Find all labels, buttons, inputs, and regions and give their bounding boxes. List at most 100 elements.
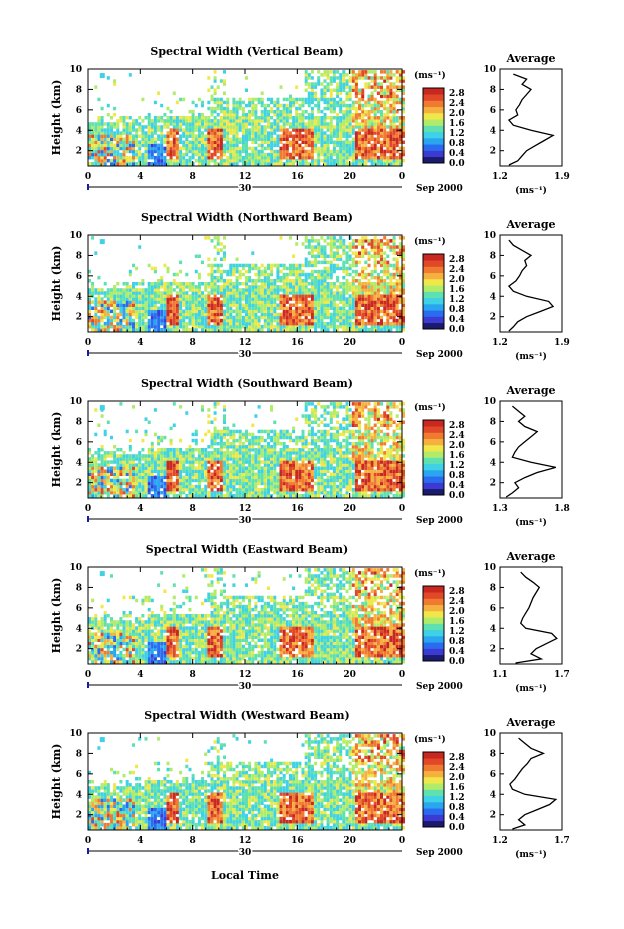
x-tick-label: 16 — [291, 338, 304, 348]
colorbar-tick-label: 2.8 — [449, 587, 465, 597]
x-tick-label: 20 — [343, 670, 356, 680]
profile-frame — [499, 68, 563, 167]
profile-unit: (ms⁻¹) — [515, 683, 547, 694]
day-label: 30 — [239, 516, 252, 526]
y-tick-label: 10 — [69, 397, 82, 407]
colorbar-frame — [422, 253, 445, 330]
x-tick-label: 4 — [137, 670, 143, 680]
colorbar-swatch — [423, 310, 444, 317]
colorbar-unit: (ms⁻¹) — [414, 402, 446, 413]
colorbar-swatch — [423, 438, 444, 446]
colorbar-tick-label: 2.8 — [449, 89, 465, 99]
colorbar-tick-label: 0.4 — [449, 647, 465, 657]
profile-title: Average — [505, 218, 555, 231]
colorbar-swatch — [423, 814, 444, 822]
colorbar-swatch — [423, 777, 444, 784]
y-tick-label: 6 — [76, 604, 82, 614]
y-axis-label: Height (km) — [50, 80, 63, 156]
profile-x-tick-label: 1.9 — [554, 172, 570, 182]
colorbar-swatch — [423, 636, 444, 643]
colorbar-swatch — [423, 316, 444, 324]
date-label: Sep 2000 — [416, 184, 463, 194]
echo-blob — [99, 571, 105, 577]
colorbar-tick-label: 1.6 — [449, 451, 465, 461]
profile-x-tick-label: 1.1 — [492, 670, 508, 680]
heatmap-cells — [88, 568, 405, 664]
x-tick-label: 0 — [85, 172, 91, 182]
y-tick-label: 6 — [76, 770, 82, 780]
panel-5: Spectral Width (Westward Beam) 2 4 6 8 10 Heig… — [50, 709, 570, 860]
colorbar-unit: (ms⁻¹) — [414, 568, 446, 579]
x-axis-label: Local Time — [211, 869, 279, 882]
profile-unit: (ms⁻¹) — [515, 849, 547, 860]
colorbar-tick-label: 2.0 — [449, 773, 465, 783]
profile-frame — [499, 234, 563, 333]
colorbar-tick-label: 2.8 — [449, 753, 465, 763]
colorbar-swatch — [423, 88, 444, 95]
day-label: 30 — [239, 350, 252, 360]
colorbar-tick-label: 0.8 — [449, 471, 465, 481]
colorbar-swatch — [423, 106, 444, 114]
panel-title: Spectral Width (Vertical Beam) — [150, 45, 343, 58]
x-tick-label: 4 — [137, 504, 143, 514]
y-axis-label: Height (km) — [50, 412, 63, 488]
profile-x-tick-label: 1.2 — [492, 338, 508, 348]
x-tick-label: 4 — [137, 338, 143, 348]
colorbar-swatch — [423, 138, 444, 145]
y-tick-label: 8 — [76, 417, 82, 427]
x-tick-label: 20 — [343, 338, 356, 348]
y-tick-label: 4 — [76, 458, 82, 468]
profile-y-tick-label: 10 — [483, 729, 496, 739]
colorbar-swatch — [423, 795, 444, 803]
colorbar-tick-label: 2.0 — [449, 109, 465, 119]
y-tick-label: 2 — [76, 479, 82, 489]
echo-blob — [99, 73, 105, 79]
profile-y-tick-label: 8 — [490, 749, 496, 759]
profile-y-tick-label: 6 — [490, 438, 496, 448]
profile-unit: (ms⁻¹) — [515, 351, 547, 362]
colorbar-swatch — [423, 611, 444, 618]
x-tick-label: 0 — [85, 504, 91, 514]
x-tick-label: 0 — [85, 836, 91, 846]
colorbar-unit: (ms⁻¹) — [414, 236, 446, 247]
date-label: Sep 2000 — [416, 516, 463, 526]
colorbar-swatch — [423, 783, 444, 790]
profile-title: Average — [505, 716, 555, 729]
heatmap-cells — [88, 734, 405, 830]
profile-x-tick-label: 1.2 — [492, 836, 508, 846]
profile-y-tick-label: 2 — [490, 811, 496, 821]
colorbar-swatch — [423, 100, 444, 108]
profile-y-tick-label: 2 — [490, 479, 496, 489]
colorbar-swatch — [423, 420, 444, 427]
colorbar-swatch — [423, 604, 444, 612]
heatmap-cells — [88, 236, 405, 332]
colorbar-tick-label: 2.0 — [449, 607, 465, 617]
panel-3: Spectral Width (Southward Beam) 2 4 6 8 10 Hei… — [50, 377, 570, 528]
colorbar-frame — [422, 585, 445, 662]
colorbar-tick-label: 0.4 — [449, 315, 465, 325]
profile-title: Average — [505, 550, 555, 563]
x-tick-label: 0 — [85, 338, 91, 348]
y-tick-label: 4 — [76, 790, 82, 800]
x-tick-label: 12 — [239, 670, 252, 680]
heatmap-cells — [88, 402, 405, 498]
colorbar-tick-label: 2.0 — [449, 441, 465, 451]
colorbar-swatch — [423, 119, 444, 126]
y-tick-label: 10 — [69, 729, 82, 739]
date-label: Sep 2000 — [416, 350, 463, 360]
profile-x-tick-label: 1.2 — [492, 172, 508, 182]
x-tick-label: 16 — [291, 504, 304, 514]
colorbar-swatch — [423, 752, 444, 759]
y-tick-label: 6 — [76, 106, 82, 116]
profile-unit: (ms⁻¹) — [515, 185, 547, 196]
profile-y-tick-label: 8 — [490, 85, 496, 95]
colorbar-tick-label: 1.6 — [449, 285, 465, 295]
profile-x-tick-label: 1.3 — [492, 504, 508, 514]
colorbar-swatch — [423, 463, 444, 471]
profile-y-tick-label: 8 — [490, 417, 496, 427]
colorbar-swatch — [423, 648, 444, 656]
profile-title: Average — [505, 384, 555, 397]
colorbar-swatch — [423, 617, 444, 624]
colorbar-swatch — [423, 482, 444, 490]
